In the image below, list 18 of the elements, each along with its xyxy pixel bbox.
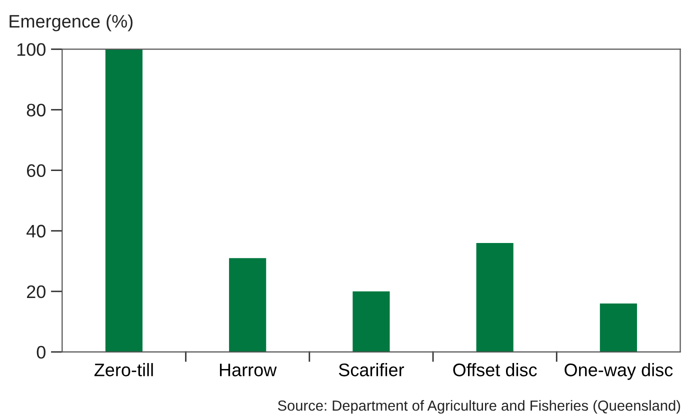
y-tick-label: 60 [27,164,46,178]
x-tick-label: Zero-till [94,363,153,376]
bar [229,258,266,352]
bar [476,242,514,352]
y-tick-label: 20 [27,285,46,298]
y-tick-label: 80 [26,104,46,116]
y-tick-label: 40 [26,224,46,238]
y-tick-label: 100 [17,43,46,56]
y-tick-label: 0 [36,346,46,359]
source-note: Source: Department of Agriculture and Fisheries (Queensland) [278,400,680,414]
x-tick-label: One-way disc [564,363,673,380]
x-tick-label: Harrow [220,364,277,376]
bar [600,304,637,352]
bar [105,49,143,352]
bar [352,291,390,352]
x-tick-label: Scarifier [338,363,404,376]
y-axis-title: Emergence (%) [10,14,133,32]
x-tick-label: Offset disc [453,363,537,376]
